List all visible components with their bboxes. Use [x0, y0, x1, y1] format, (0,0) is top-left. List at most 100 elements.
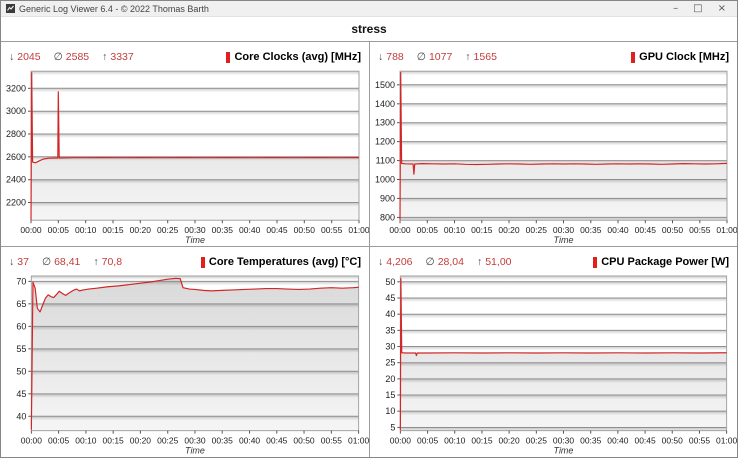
svg-text:2800: 2800 [6, 129, 26, 139]
min-arrow-icon: ↓ [9, 256, 15, 269]
max-arrow-icon: ↑ [476, 256, 483, 269]
stat-max: ↑ 1565 [465, 51, 497, 63]
svg-text:3200: 3200 [6, 83, 26, 93]
svg-text:900: 900 [380, 193, 395, 203]
stat-min: ↓ 2045 [9, 51, 41, 63]
svg-text:01:00: 01:00 [716, 436, 737, 446]
svg-text:00:45: 00:45 [266, 225, 288, 235]
stat-avg: ∅ 2585 [53, 51, 90, 63]
window-controls: – □ × [673, 1, 732, 16]
svg-text:60: 60 [16, 322, 26, 332]
core-temperatures-chart[interactable]: 40 45 50 55 60 65 70 00:00 00:05 00:10 00:15 00:20 0… [1, 272, 369, 457]
stat-min: ↓ 37 [9, 256, 29, 269]
panel-header: ↓ 4,206 ∅ 28,04 ↑ 51,00 CPU Package Power [… [370, 247, 737, 272]
svg-text:00:30: 00:30 [553, 225, 575, 235]
log-title: stress [351, 22, 387, 36]
svg-text:00:10: 00:10 [75, 225, 97, 235]
chart-title: Core Clocks (avg) [MHz] [226, 51, 361, 63]
gpu-clock-chart[interactable]: 800 900 1000 1100 1200 1300 1400 1500 00:00 00:05… [370, 67, 737, 246]
panel-header: ↓ 2045 ∅ 2585 ↑ 3337 Core Clocks (avg) [MHz… [1, 42, 369, 67]
svg-text:00:15: 00:15 [103, 436, 124, 446]
legend-color-bar [226, 51, 231, 63]
svg-text:25: 25 [385, 358, 395, 368]
svg-text:40: 40 [385, 310, 395, 320]
core-clocks-chart[interactable]: 2200 2400 2600 2800 3000 3200 00:00 00:05 00:10 0… [1, 67, 369, 246]
svg-text:1400: 1400 [375, 99, 395, 109]
svg-text:00:30: 00:30 [184, 436, 205, 446]
svg-text:00:05: 00:05 [417, 436, 438, 446]
app-icon [6, 4, 15, 13]
svg-text:Time: Time [554, 446, 574, 456]
svg-text:00:55: 00:55 [689, 436, 710, 446]
stats-row: ↓ 37 ∅ 68,41 ↑ 70,8 [9, 256, 122, 268]
avg-symbol-icon: ∅ [53, 51, 63, 63]
svg-text:20: 20 [385, 374, 395, 384]
svg-text:00:05: 00:05 [48, 225, 70, 235]
legend-color-bar [631, 51, 636, 63]
svg-text:00:15: 00:15 [102, 225, 124, 235]
svg-text:00:00: 00:00 [390, 436, 411, 446]
stat-avg: ∅ 1077 [416, 51, 453, 63]
max-arrow-icon: ↑ [465, 51, 471, 63]
panel-gpu-clock: ↓ 788 ∅ 1077 ↑ 1565 GPU Clock [MHz] 800 900 1… [369, 42, 737, 247]
svg-text:00:10: 00:10 [75, 436, 96, 446]
svg-text:00:10: 00:10 [444, 436, 465, 446]
close-button[interactable]: × [717, 3, 726, 14]
min-arrow-icon: ↓ [378, 51, 384, 63]
chart-title: Core Temperatures (avg) [°C] [200, 256, 361, 268]
panel-header: ↓ 788 ∅ 1077 ↑ 1565 GPU Clock [MHz] [370, 42, 737, 67]
svg-text:00:35: 00:35 [580, 225, 602, 235]
svg-text:1000: 1000 [375, 175, 395, 185]
svg-text:00:20: 00:20 [130, 436, 151, 446]
stat-max: ↑ 51,00 [476, 256, 512, 269]
svg-text:00:25: 00:25 [157, 436, 178, 446]
svg-text:00:10: 00:10 [444, 225, 466, 235]
svg-text:00:45: 00:45 [634, 436, 655, 446]
svg-text:00:55: 00:55 [321, 436, 342, 446]
svg-text:Time: Time [185, 235, 205, 245]
chart-area: 800 900 1000 1100 1200 1300 1400 1500 00:00 00:05… [370, 67, 737, 246]
maximize-button[interactable]: □ [693, 3, 703, 14]
max-arrow-icon: ↑ [102, 51, 108, 63]
svg-text:00:00: 00:00 [20, 225, 42, 235]
svg-text:00:00: 00:00 [389, 225, 411, 235]
stat-min: ↓ 788 [378, 51, 404, 63]
svg-text:2200: 2200 [6, 198, 26, 208]
svg-text:00:30: 00:30 [553, 436, 574, 446]
svg-text:00:45: 00:45 [635, 225, 657, 235]
title-bar[interactable]: Generic Log Viewer 6.4 - © 2022 Thomas B… [1, 1, 737, 17]
avg-symbol-icon: ∅ [416, 51, 426, 63]
svg-text:00:50: 00:50 [662, 436, 683, 446]
stat-max: ↑ 70,8 [93, 256, 123, 269]
svg-text:00:35: 00:35 [580, 436, 601, 446]
svg-text:00:40: 00:40 [607, 225, 629, 235]
max-arrow-icon: ↑ [93, 256, 99, 269]
svg-text:Time: Time [554, 235, 574, 245]
svg-text:3000: 3000 [6, 106, 26, 116]
log-header: stress [1, 17, 737, 42]
stats-row: ↓ 2045 ∅ 2585 ↑ 3337 [9, 51, 134, 63]
chart-area: 40 45 50 55 60 65 70 00:00 00:05 00:10 00:15 00:20 0… [1, 272, 369, 457]
svg-text:00:50: 00:50 [294, 225, 316, 235]
svg-text:30: 30 [385, 342, 395, 352]
cpu-package-power-chart[interactable]: 5 10 15 20 25 30 35 40 45 50 00:00 00:05 00:10 00:15 0… [370, 272, 737, 457]
min-arrow-icon: ↓ [378, 256, 384, 269]
svg-text:00:15: 00:15 [471, 436, 492, 446]
svg-text:2600: 2600 [6, 152, 26, 162]
stat-avg: ∅ 28,04 [425, 256, 464, 269]
svg-text:00:25: 00:25 [526, 225, 548, 235]
svg-text:00:35: 00:35 [212, 225, 234, 235]
minimize-button[interactable]: – [673, 3, 679, 14]
svg-text:00:50: 00:50 [293, 436, 314, 446]
chart-area: 2200 2400 2600 2800 3000 3200 00:00 00:05 00:10 0… [1, 67, 369, 246]
panel-cpu-package-power: ↓ 4,206 ∅ 28,04 ↑ 51,00 CPU Package Power [… [369, 246, 737, 457]
svg-text:00:45: 00:45 [266, 436, 287, 446]
svg-text:00:50: 00:50 [662, 225, 684, 235]
svg-text:00:40: 00:40 [607, 436, 628, 446]
chart-title: CPU Package Power [W] [593, 256, 729, 268]
svg-text:00:20: 00:20 [498, 436, 519, 446]
svg-text:00:55: 00:55 [321, 225, 343, 235]
svg-text:00:40: 00:40 [239, 225, 261, 235]
legend-color-bar [200, 256, 205, 268]
